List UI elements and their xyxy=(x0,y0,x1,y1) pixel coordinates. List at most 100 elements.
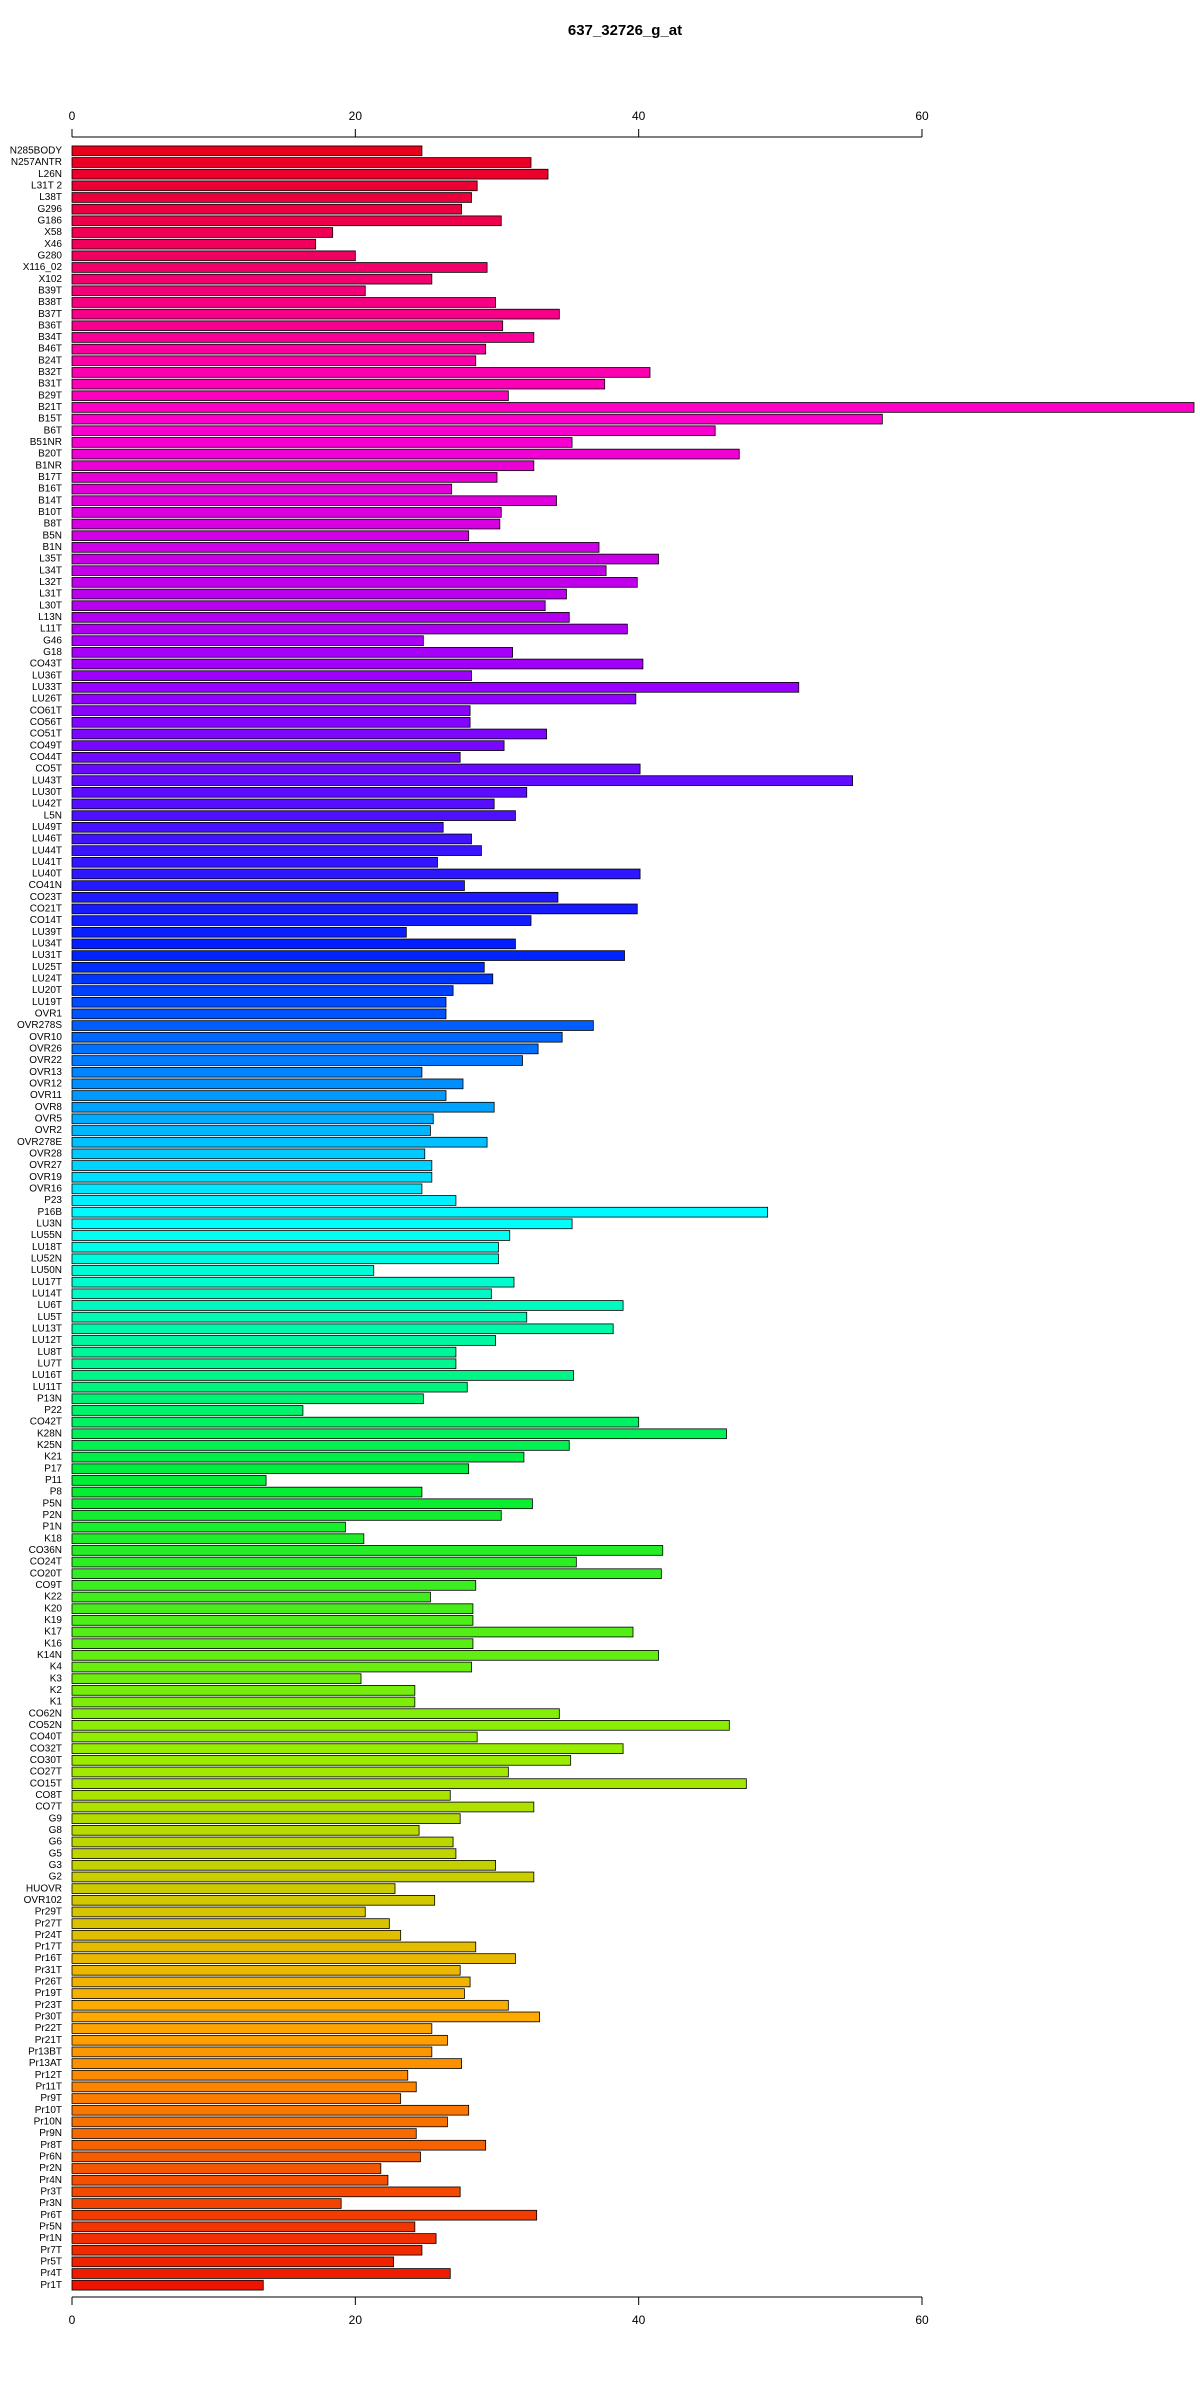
y-tick-label: CO51T xyxy=(30,729,62,740)
bar xyxy=(71,1241,499,1253)
y-tick-label: L31T xyxy=(39,589,62,600)
y-tick-label: LU41T xyxy=(32,857,62,868)
bar xyxy=(71,728,547,740)
y-tick-label: B17T xyxy=(38,472,62,483)
y-tick-label: K21 xyxy=(44,1452,62,1463)
y-tick-label: L13N xyxy=(38,612,62,623)
bar xyxy=(71,810,516,821)
bar xyxy=(71,1871,535,1883)
y-tick-label: Pr5T xyxy=(40,2256,62,2267)
y-tick-label: X46 xyxy=(44,239,62,250)
bar xyxy=(71,1906,366,1918)
y-tick-label: G296 xyxy=(38,204,63,215)
y-tick-label: G6 xyxy=(49,1837,63,1848)
y-tick-label: Pr13BT xyxy=(28,2047,62,2058)
bar xyxy=(71,1661,472,1673)
y-tick-label: L30T xyxy=(39,600,62,611)
bar xyxy=(71,553,659,565)
y-tick-label: OVR22 xyxy=(29,1055,62,1066)
y-tick-label: Pr1N xyxy=(39,2233,62,2244)
bar xyxy=(71,985,454,996)
bar xyxy=(71,565,607,576)
bar xyxy=(71,1673,362,1684)
y-tick-label: Pr16T xyxy=(35,1953,62,1964)
bar xyxy=(71,320,504,332)
x-tick-label: 40 xyxy=(632,2313,646,2327)
bar xyxy=(71,168,549,180)
bar xyxy=(71,1860,496,1871)
bar xyxy=(71,1708,560,1719)
bar xyxy=(71,682,800,693)
y-tick-label: P23 xyxy=(44,1195,62,1206)
y-tick-label: Pr13AT xyxy=(29,2058,62,2069)
y-tick-label: CO41N xyxy=(29,880,62,891)
bar xyxy=(71,740,505,751)
bar xyxy=(71,623,628,635)
bar xyxy=(71,1556,577,1568)
bar xyxy=(71,1743,624,1754)
y-tick-label: Pr11T xyxy=(36,2082,63,2093)
bar xyxy=(71,1685,416,1696)
y-tick-label: P17 xyxy=(44,1463,62,1474)
y-tick-label: X102 xyxy=(39,274,63,285)
bar xyxy=(71,2268,451,2279)
y-tick-label: CO61T xyxy=(30,705,62,716)
y-tick-label: LU40T xyxy=(32,869,62,880)
bar xyxy=(71,437,573,448)
y-tick-label: L5N xyxy=(44,810,62,821)
bar xyxy=(71,2104,470,2116)
bar xyxy=(71,1125,431,1136)
bar xyxy=(71,950,625,961)
bar xyxy=(71,2011,540,2023)
bar xyxy=(71,1008,447,1020)
bar xyxy=(71,1428,727,1440)
bar xyxy=(71,1848,457,1859)
bar xyxy=(71,1545,664,1556)
bar xyxy=(71,448,740,460)
bar xyxy=(71,2046,433,2058)
y-tick-label: LU11T xyxy=(33,1382,62,1393)
bar xyxy=(71,1358,457,1370)
y-tick-label: LU6T xyxy=(38,1300,62,1311)
y-tick-label: OVR278S xyxy=(17,1020,62,1031)
y-tick-label: LU44T xyxy=(32,845,62,856)
y-tick-label: K22 xyxy=(44,1592,62,1603)
bar xyxy=(71,1650,659,1661)
bar xyxy=(71,1615,474,1626)
bar xyxy=(71,413,883,425)
bar xyxy=(71,1171,433,1183)
y-tick-label: CO42T xyxy=(30,1417,62,1428)
y-tick-label: B14T xyxy=(38,495,62,506)
bar xyxy=(71,635,424,646)
y-tick-label: CO24T xyxy=(30,1557,62,1568)
bar xyxy=(71,938,516,950)
y-tick-label: CO8T xyxy=(35,1790,62,1801)
bar xyxy=(71,1568,662,1580)
y-tick-label: B36T xyxy=(38,320,62,331)
bar xyxy=(71,2174,389,2186)
y-tick-label: OVR8 xyxy=(35,1102,63,1113)
bar xyxy=(71,2163,382,2174)
y-tick-label: CO7T xyxy=(35,1802,62,1813)
bar xyxy=(71,2128,417,2139)
y-tick-label: K19 xyxy=(44,1615,62,1626)
y-tick-label: G280 xyxy=(38,250,63,261)
y-tick-label: Pr4T xyxy=(40,2268,62,2279)
bar xyxy=(71,1766,509,1778)
y-tick-label: LU46T xyxy=(32,834,62,845)
y-tick-label: Pr8T xyxy=(40,2140,62,2151)
bar xyxy=(71,1090,447,1101)
y-tick-label: K1 xyxy=(50,1697,63,1708)
y-tick-label: Pr27T xyxy=(35,1918,62,1929)
y-tick-label: K4 xyxy=(50,1662,63,1673)
bar xyxy=(71,588,567,600)
y-tick-label: LU7T xyxy=(38,1358,62,1369)
y-tick-label: Pr21T xyxy=(35,2035,62,2046)
bar xyxy=(71,1311,528,1323)
bar xyxy=(71,1953,516,1964)
y-tick-label: Pr10T xyxy=(35,2105,62,2116)
y-tick-label: OVR1 xyxy=(35,1009,63,1020)
bar xyxy=(71,1416,640,1428)
y-tick-label: Pr4N xyxy=(39,2175,62,2186)
